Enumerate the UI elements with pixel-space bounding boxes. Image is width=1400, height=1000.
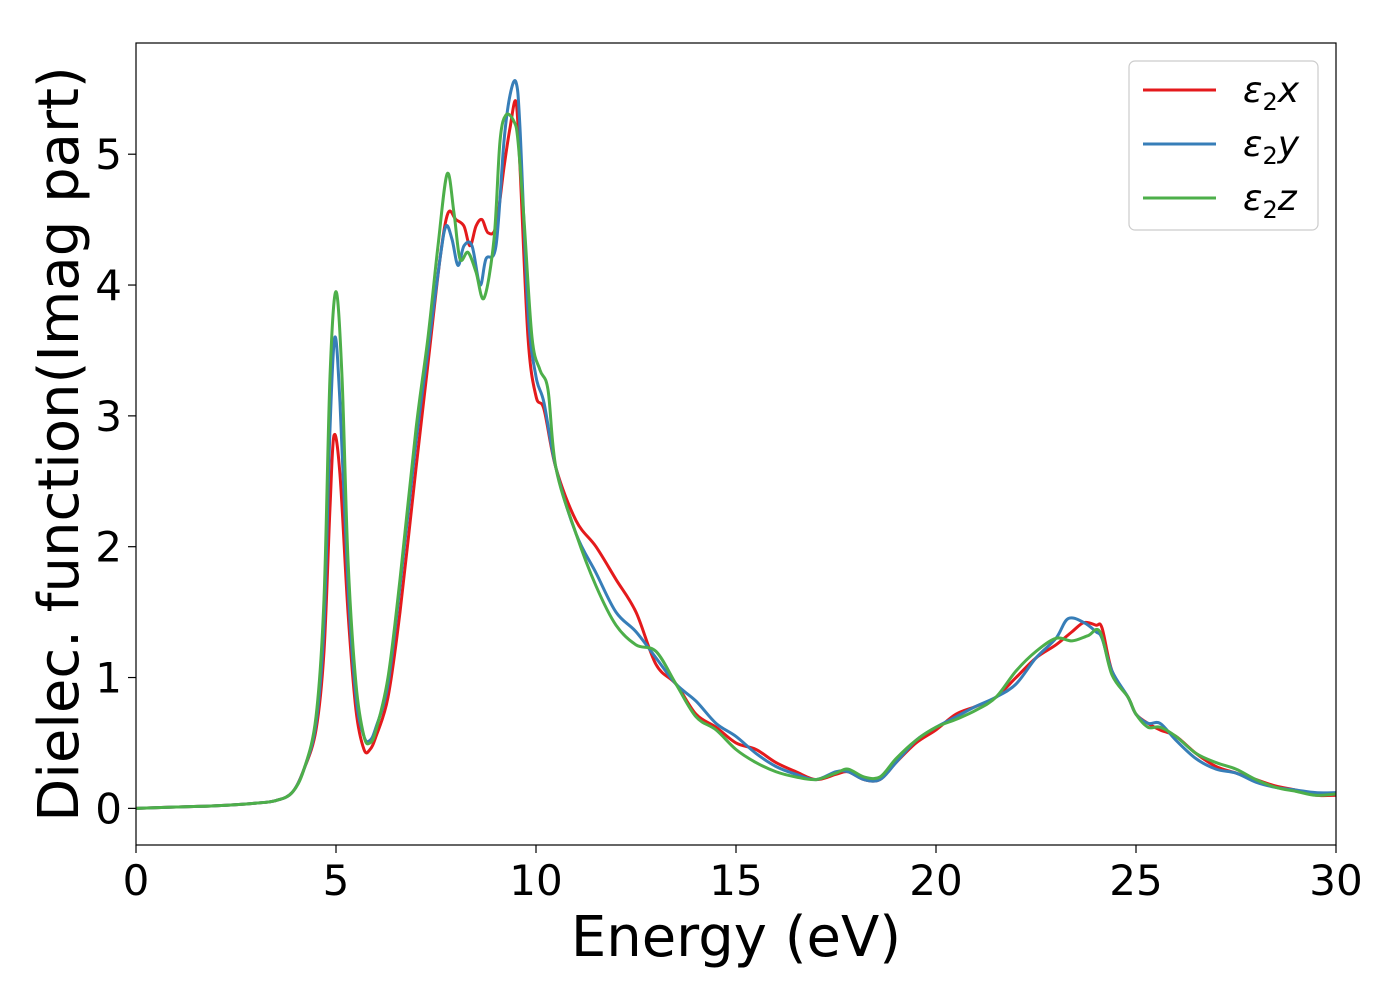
legend-label-x: ε2x (1243, 70, 1300, 116)
series-layer (136, 79, 1336, 810)
x-tick-label: 5 (323, 856, 350, 905)
y-tick-label: 0 (95, 784, 122, 833)
x-axis: 0 5 10 15 20 25 30 (123, 845, 1363, 905)
legend: ε2x ε2y ε2z (1128, 60, 1319, 231)
y-tick-label: 3 (95, 392, 122, 441)
y-tick-label: 2 (95, 523, 122, 572)
legend-label-y: ε2y (1243, 124, 1300, 170)
x-axis-label: Energy (eV) (571, 905, 901, 970)
x-tick-label: 25 (1109, 856, 1162, 905)
x-tick-label: 0 (123, 856, 150, 905)
y-tick-label: 4 (95, 261, 122, 310)
legend-box (1128, 60, 1319, 231)
x-tick-label: 20 (909, 856, 962, 905)
legend-label-z: ε2z (1243, 178, 1298, 224)
y-tick-label: 1 (95, 654, 122, 703)
x-tick-label: 15 (709, 856, 762, 905)
y-axis-label: Dielec. function(Imag part) (27, 66, 92, 822)
y-tick-label: 5 (95, 130, 122, 179)
series-line-z (136, 112, 1336, 810)
x-tick-label: 10 (509, 856, 562, 905)
y-axis: 0 1 2 3 4 5 (95, 130, 136, 833)
x-tick-label: 30 (1309, 856, 1362, 905)
